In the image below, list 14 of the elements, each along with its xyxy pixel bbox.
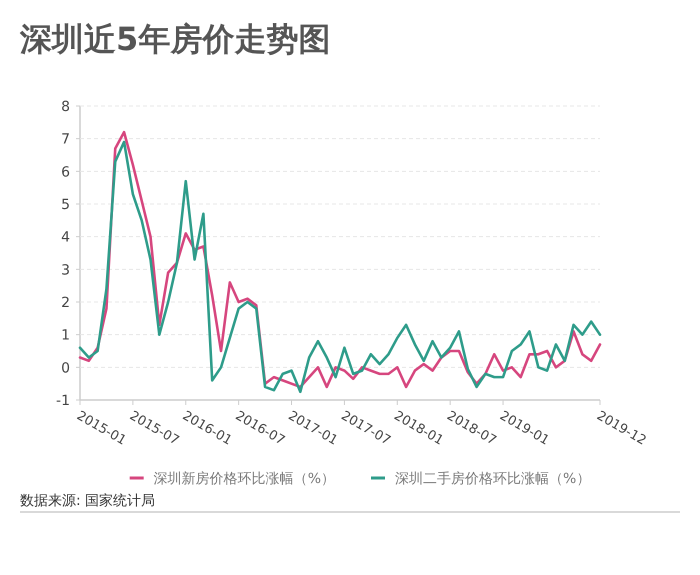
y-tick-label: 1 (61, 328, 70, 344)
y-tick-label: 4 (61, 230, 70, 246)
y-tick-label: 0 (61, 360, 70, 376)
legend-label: 深圳新房价格环比涨幅（%） (154, 471, 335, 487)
legend-label: 深圳二手房价格环比涨幅（%） (395, 471, 590, 487)
y-tick-label: 8 (61, 99, 70, 115)
chart-title: 深圳近5年房价走势图 (19, 20, 330, 58)
y-tick-label: 2 (61, 295, 70, 311)
y-tick-label: 6 (61, 164, 70, 180)
y-tick-label: 5 (61, 197, 70, 213)
y-tick-label: 3 (61, 262, 70, 278)
y-tick-label: 7 (61, 132, 70, 148)
y-tick-label: -1 (56, 393, 70, 409)
source-note: 数据来源: 国家统计局 (20, 493, 156, 509)
